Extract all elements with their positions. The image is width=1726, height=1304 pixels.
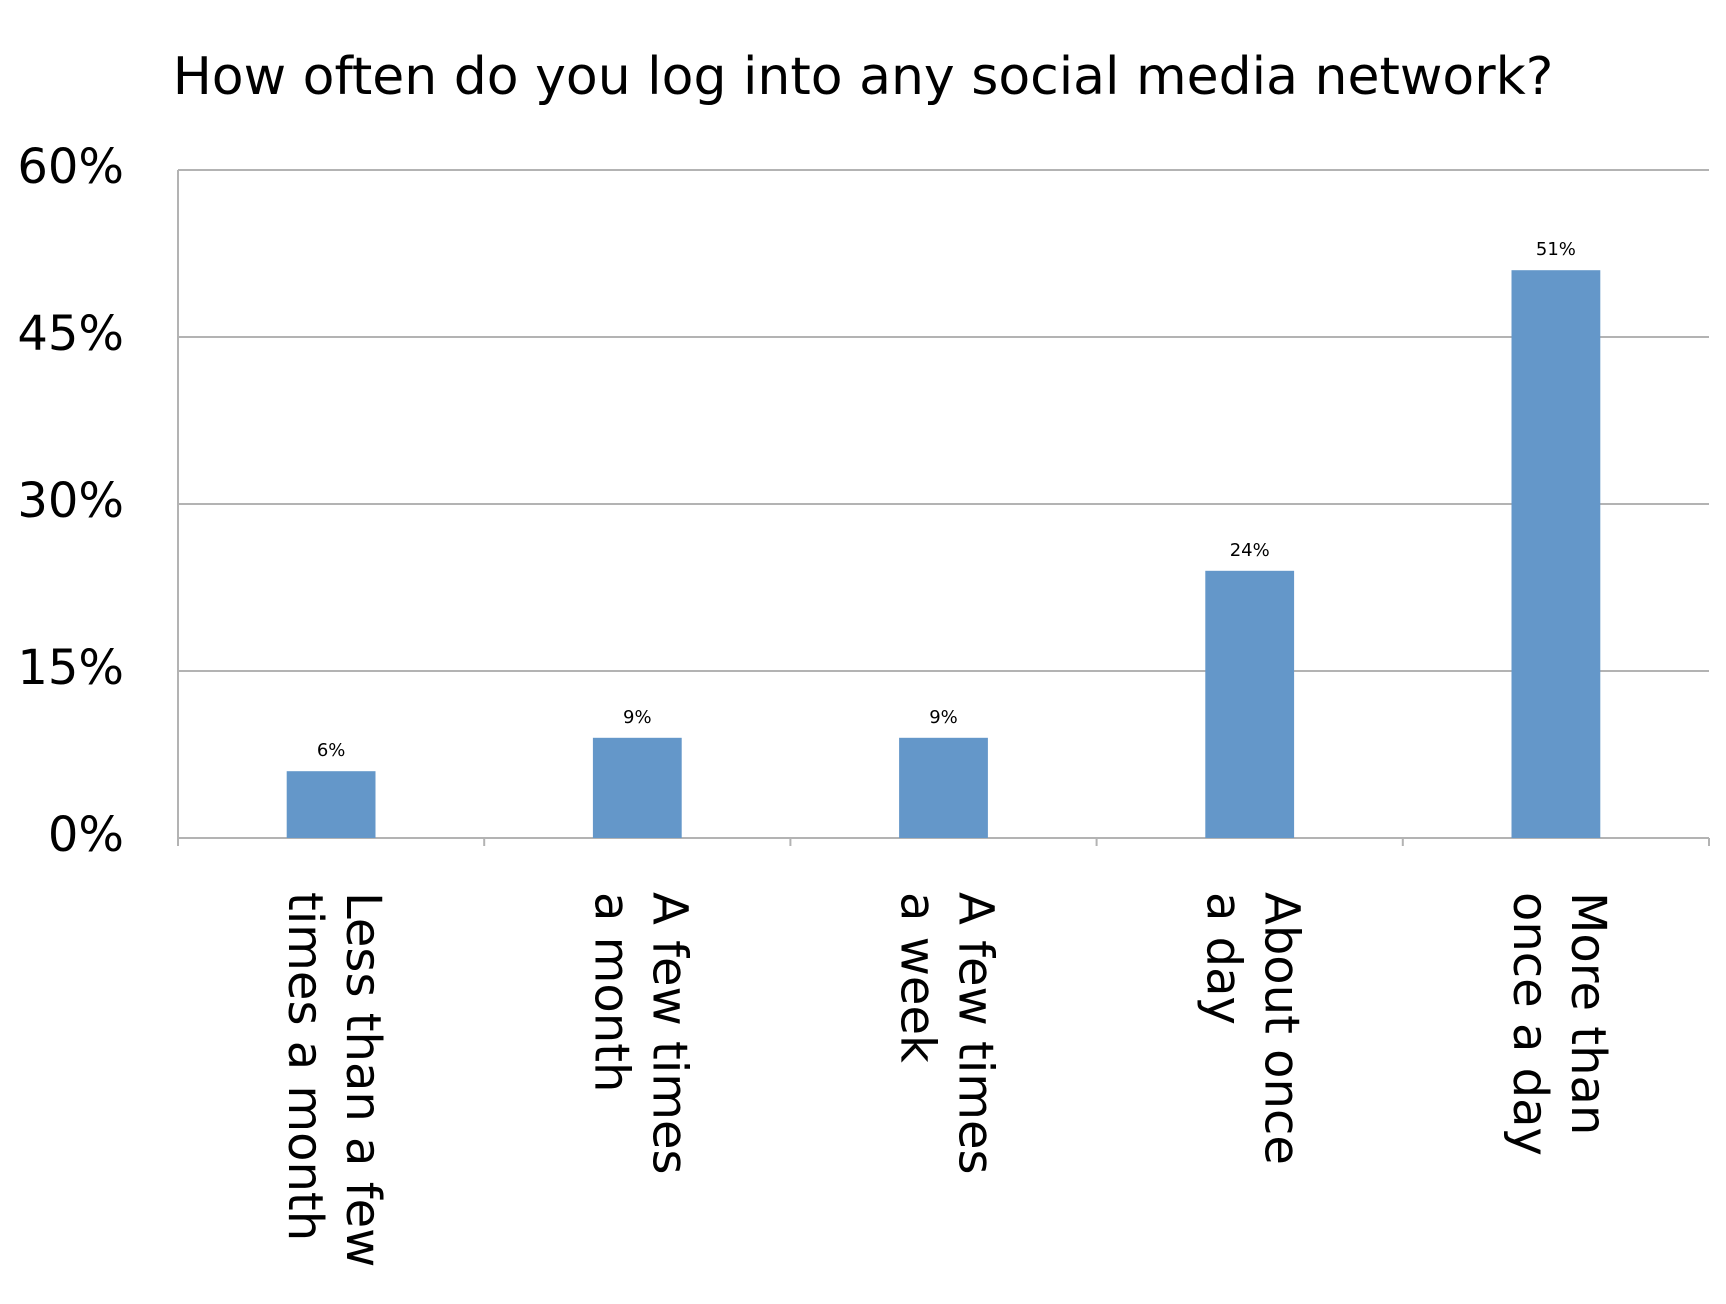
bar — [1205, 570, 1295, 838]
x-tick-label-line: a week — [890, 892, 946, 1063]
x-tick-label-line: About once — [1254, 892, 1310, 1165]
x-tick-label-line: Less than a few — [335, 892, 391, 1267]
value-label: 24% — [1230, 540, 1270, 561]
value-label: 51% — [1536, 239, 1576, 260]
chart-title: How often do you log into any social med… — [173, 47, 1554, 107]
value-label: 9% — [929, 707, 958, 728]
y-tick-label: 15% — [17, 640, 124, 696]
x-tick-label-line: a month — [583, 892, 639, 1092]
y-tick-label: 30% — [17, 473, 124, 529]
bar — [286, 771, 376, 838]
x-tick-label: Less than a fewtimes a month — [277, 892, 391, 1267]
x-tick-label-line: More than — [1560, 892, 1616, 1135]
value-label: 9% — [623, 707, 652, 728]
y-tick-label: 0% — [48, 807, 124, 863]
x-tick-label: A few timesa month — [583, 892, 697, 1175]
y-tick-label: 45% — [17, 306, 124, 362]
x-tick-label: About oncea day — [1196, 892, 1310, 1165]
value-label: 6% — [317, 740, 346, 761]
y-tick-label: 60% — [17, 139, 124, 195]
x-tick-label-line: once a day — [1502, 892, 1558, 1156]
x-tick-label-line: times a month — [277, 892, 333, 1241]
x-tick-label-line: A few times — [948, 892, 1004, 1175]
bar — [592, 737, 682, 838]
x-tick-label: A few timesa week — [890, 892, 1004, 1175]
bar — [1511, 270, 1601, 838]
x-tick-label: More thanonce a day — [1502, 892, 1616, 1156]
bar — [899, 737, 988, 838]
x-tick-label-line: A few times — [641, 892, 697, 1175]
x-tick-label-line: a day — [1196, 892, 1252, 1025]
